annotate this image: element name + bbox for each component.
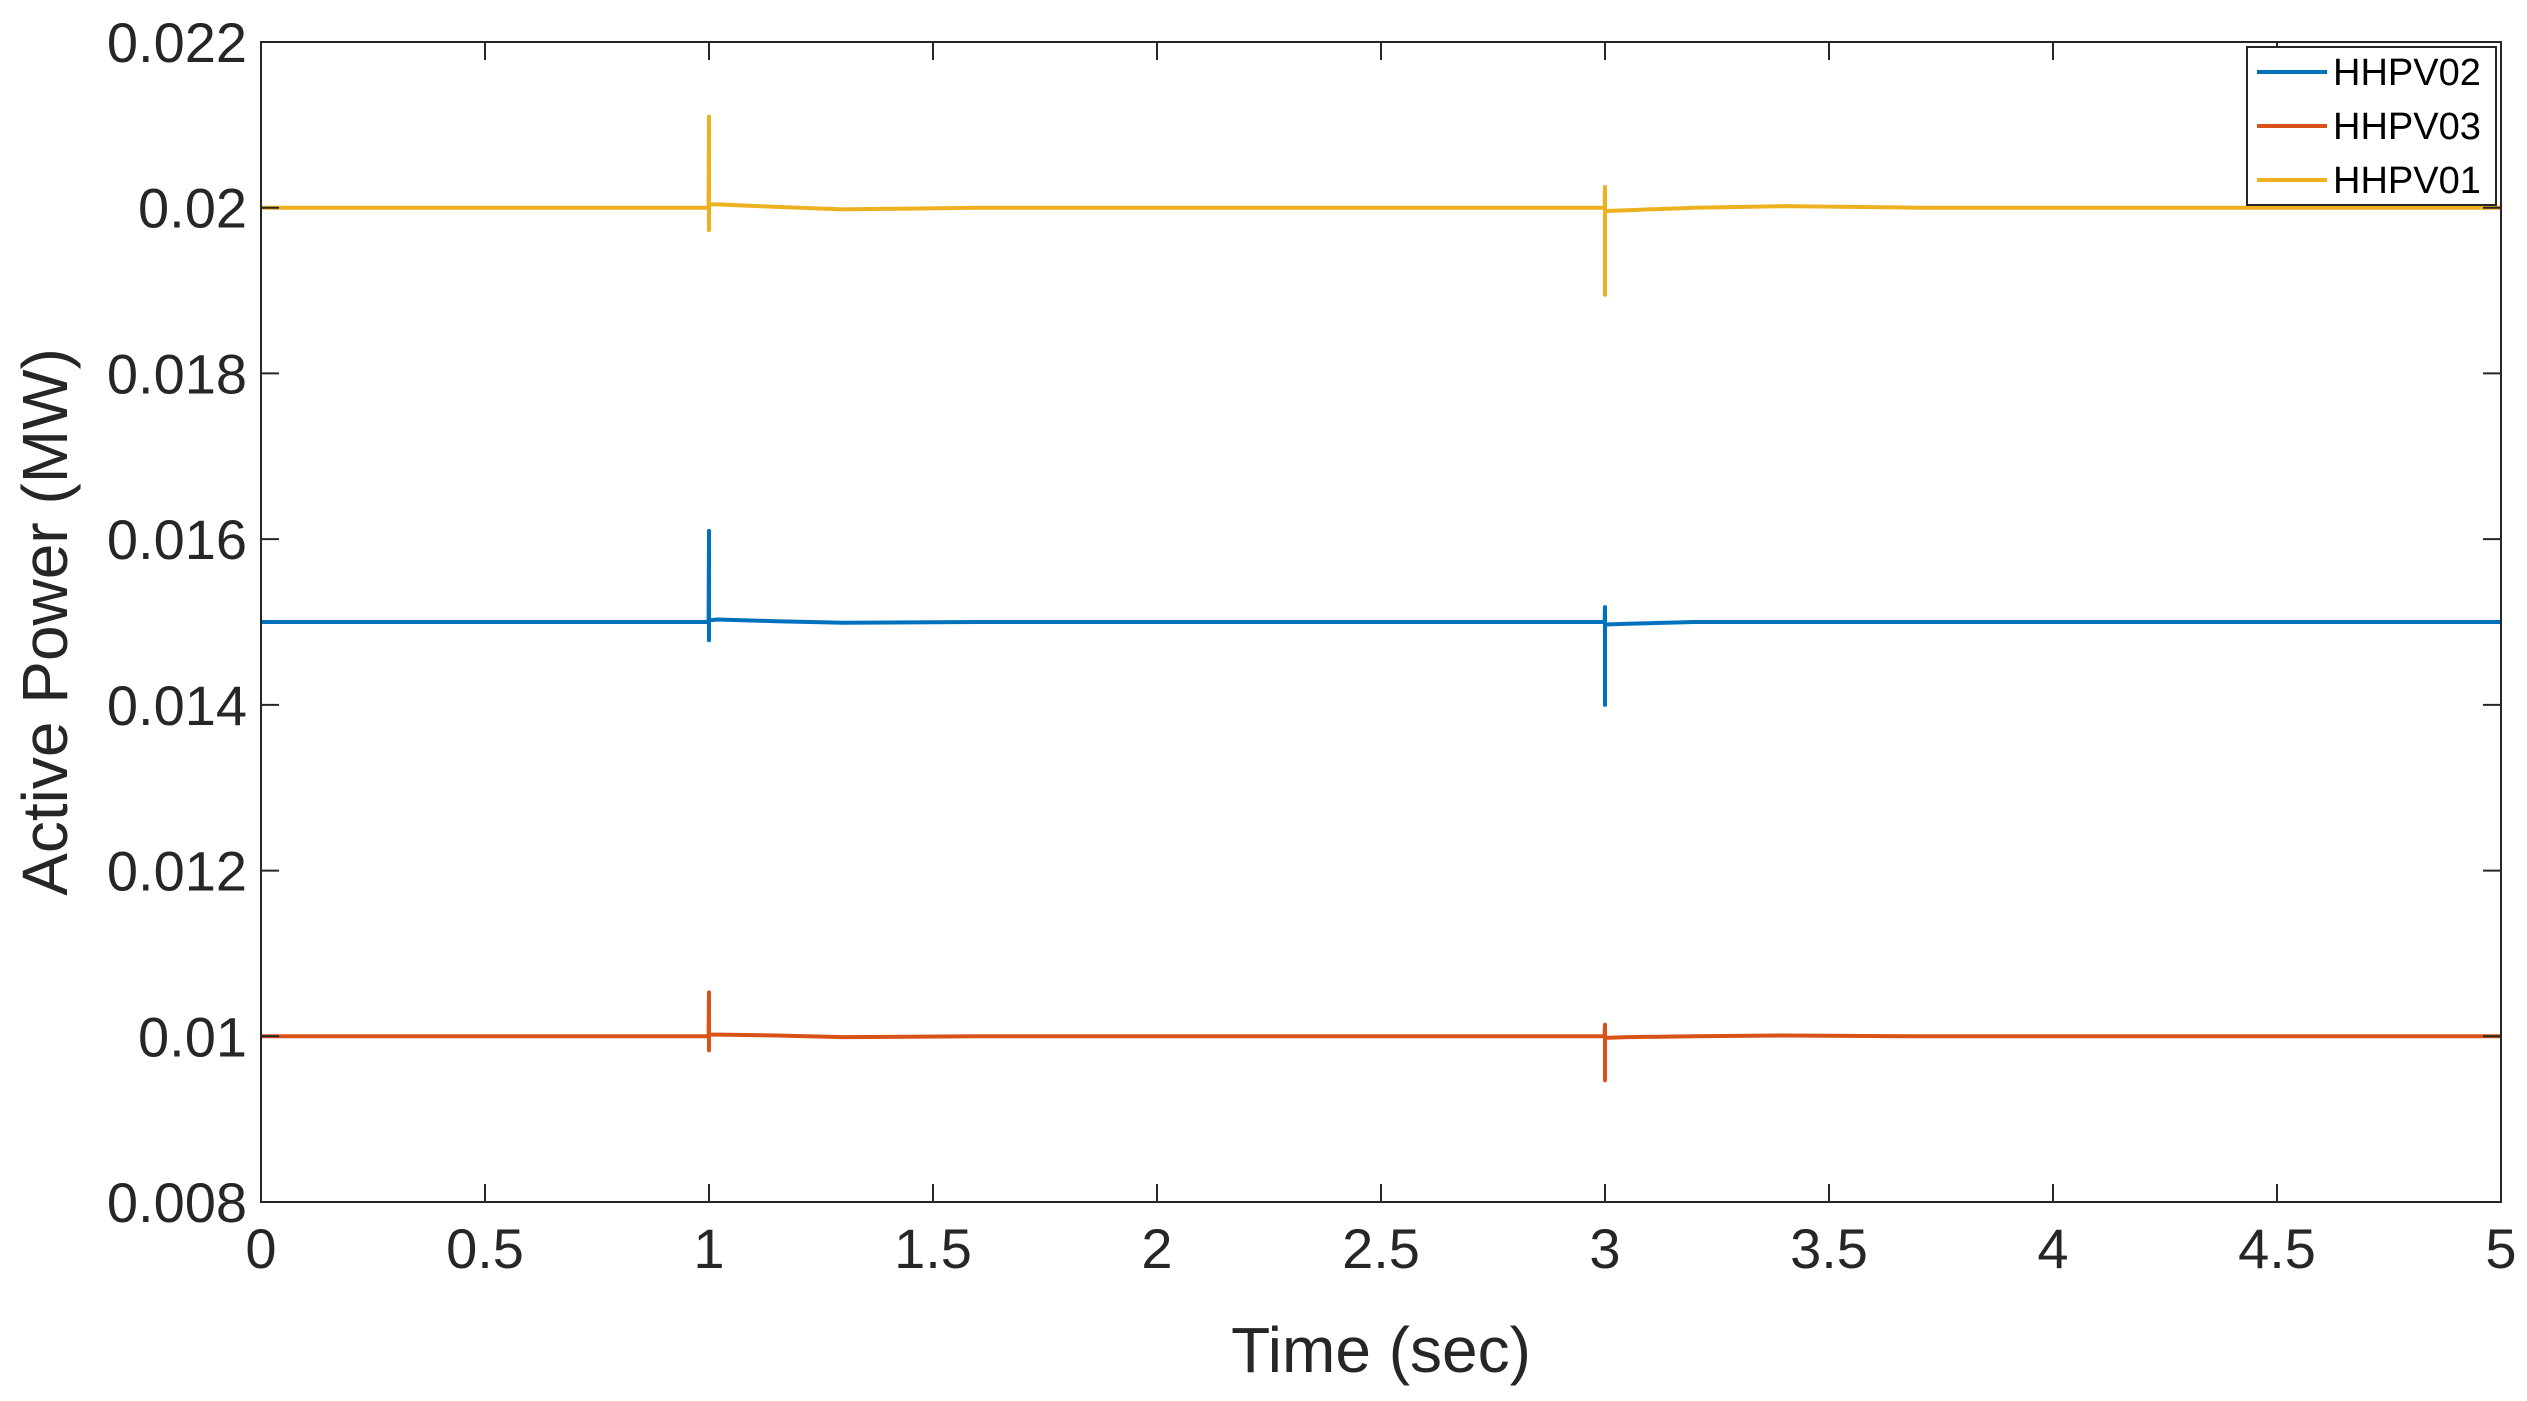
legend-label-hhpv01: HHPV01 [2333, 160, 2481, 202]
series-line-hhpv01 [261, 114, 2501, 297]
y-tick-label: 0.022 [107, 11, 247, 74]
y-tick-label: 0.012 [107, 840, 247, 903]
x-tick-label: 4.5 [2238, 1217, 2316, 1280]
x-tick-label: 2.5 [1342, 1217, 1420, 1280]
series-line-hhpv02 [261, 528, 2501, 707]
y-tick-label: 0.02 [138, 177, 247, 240]
series-line-hhpv03 [261, 990, 2501, 1083]
plot-frame [260, 41, 2502, 1203]
legend: HHPV02 HHPV03 HHPV01 [2246, 46, 2497, 206]
x-tick-label: 1.5 [894, 1217, 972, 1280]
x-tick-label: 4 [2037, 1217, 2068, 1280]
x-tick-label: 1 [693, 1217, 724, 1280]
tick-layer [260, 41, 2502, 1203]
x-tick-label: 2 [1141, 1217, 1172, 1280]
y-tick-label: 0.018 [107, 342, 247, 405]
legend-label-hhpv03: HHPV03 [2333, 106, 2481, 148]
x-tick-label: 5 [2485, 1217, 2516, 1280]
y-axis-title: Active Power (MW) [9, 348, 81, 896]
x-axis-title: Time (sec) [1231, 1314, 1531, 1386]
y-tick-label: 0.014 [107, 674, 247, 737]
tick-label-layer: 0 0.5 1 1.5 2 2.5 3 3.5 4 4.5 5 0.008 0.01 0.012 0.014… [107, 11, 2517, 1280]
x-tick-label: 0 [245, 1217, 276, 1280]
y-tick-label: 0.016 [107, 508, 247, 571]
x-tick-label: 3.5 [1790, 1217, 1868, 1280]
series-layer [261, 114, 2501, 1083]
y-tick-label: 0.01 [138, 1005, 247, 1068]
legend-label-hhpv02: HHPV02 [2333, 52, 2481, 94]
x-tick-label: 3 [1589, 1217, 1620, 1280]
y-tick-label: 0.008 [107, 1171, 247, 1234]
x-tick-label: 0.5 [446, 1217, 524, 1280]
